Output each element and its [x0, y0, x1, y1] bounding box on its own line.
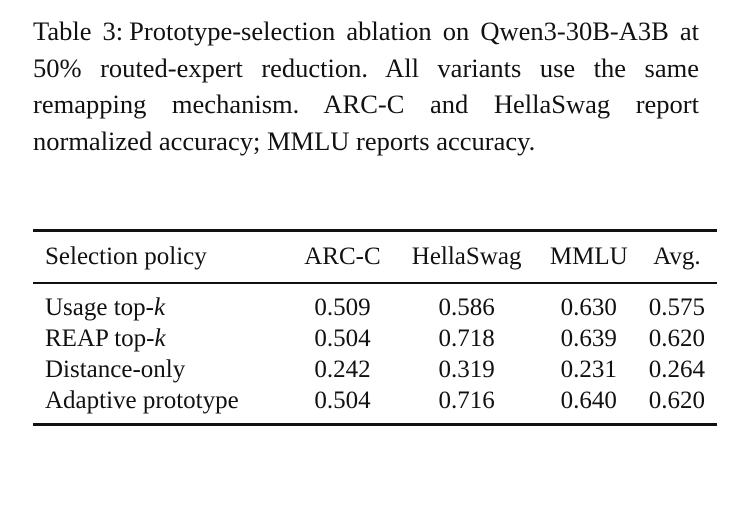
cell-avg: 0.575: [648, 293, 706, 321]
header-selection-policy: Selection policy: [45, 243, 207, 270]
header-arc-c: ARC-C: [304, 243, 381, 270]
cell-avg: 0.264: [648, 355, 706, 383]
policy-name: REAP top-: [45, 324, 155, 352]
cell-mmlu: 0.640: [560, 386, 617, 414]
cell-arc-c: 0.504: [314, 324, 371, 352]
policy-name: Distance-only: [45, 355, 186, 383]
table-row: Usage top-k 0.509 0.586 0.630 0.575: [33, 283, 717, 323]
header-mmlu: MMLU: [549, 243, 628, 270]
cell-mmlu: 0.231: [560, 355, 617, 383]
cell-hellaswag: 0.586: [438, 293, 495, 321]
cell-avg: 0.620: [648, 324, 706, 352]
cell-mmlu: 0.630: [560, 293, 617, 321]
policy-name: Adaptive prototype: [45, 386, 239, 414]
cell-policy: REAP top-k: [33, 323, 292, 354]
results-table: Selection policy ARC-C HellaSwag MMLU Av…: [33, 229, 717, 426]
header-avg: Avg.: [653, 243, 701, 270]
table-header-row: Selection policy ARC-C HellaSwag MMLU Av…: [33, 230, 717, 283]
cell-hellaswag: 0.718: [438, 324, 495, 352]
table-row: Adaptive prototype 0.504 0.716 0.640 0.6…: [33, 385, 717, 425]
cell-arc-c: 0.504: [314, 386, 371, 414]
cell-avg: 0.620: [648, 386, 706, 414]
header-hellaswag: HellaSwag: [411, 243, 522, 270]
table-row: Distance-only 0.242 0.319 0.231 0.264: [33, 354, 717, 385]
cell-policy: Adaptive prototype: [33, 385, 292, 425]
policy-variable: k: [154, 324, 166, 352]
policy-variable: k: [154, 293, 166, 321]
cell-policy: Usage top-k: [33, 283, 292, 323]
caption-label: Table 3:: [33, 16, 124, 46]
cell-hellaswag: 0.716: [438, 386, 495, 414]
cell-hellaswag: 0.319: [438, 355, 495, 383]
table-caption: Table 3: Prototype-selection ablation on …: [33, 13, 699, 159]
table-row: REAP top-k 0.504 0.718 0.639 0.620: [33, 323, 717, 354]
results-table-container: Selection policy ARC-C HellaSwag MMLU Av…: [33, 229, 717, 426]
cell-arc-c: 0.242: [314, 355, 371, 383]
cell-policy: Distance-only: [33, 354, 292, 385]
caption-text: Prototype-selection ablation on Qwen3-30…: [33, 16, 699, 156]
cell-mmlu: 0.639: [560, 324, 617, 352]
cell-arc-c: 0.509: [314, 293, 371, 321]
policy-name: Usage top-: [45, 293, 154, 321]
